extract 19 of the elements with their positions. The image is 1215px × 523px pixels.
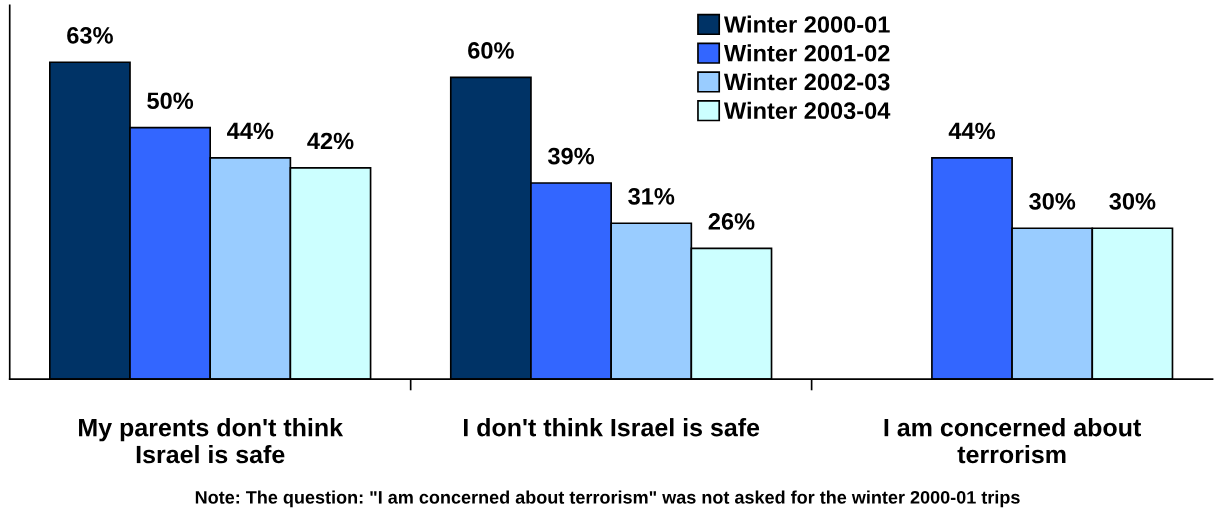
legend-label: Winter 2001-02	[723, 44, 890, 62]
x-tick-label: I am concerned about terrorism	[884, 418, 1141, 464]
data-label: 44%	[227, 122, 274, 140]
legend-label: Winter 2002-03	[723, 73, 890, 91]
data-label: 39%	[547, 147, 595, 165]
data-label: 42%	[307, 132, 354, 150]
data-label: 30%	[1109, 192, 1156, 210]
data-label: 26%	[708, 213, 755, 230]
x-tick-label: My parents don't think Israel is safe	[79, 418, 344, 464]
data-label: 31%	[628, 187, 675, 205]
data-label: 30%	[1029, 192, 1076, 210]
data-label: 63%	[67, 27, 113, 44]
x-tick-label: I don't think Israel is safe	[463, 418, 760, 437]
data-label: 60%	[468, 42, 514, 59]
text: Note: The question: "I am concerned about terrorism" was not asked for the winter 2000-01 trips	[195, 490, 1020, 508]
data-label: 44%	[948, 122, 996, 140]
legend-label: Winter 2000-01	[723, 15, 890, 33]
legend-label: Winter 2003-04	[723, 101, 891, 120]
data-label: 50%	[147, 92, 194, 110]
